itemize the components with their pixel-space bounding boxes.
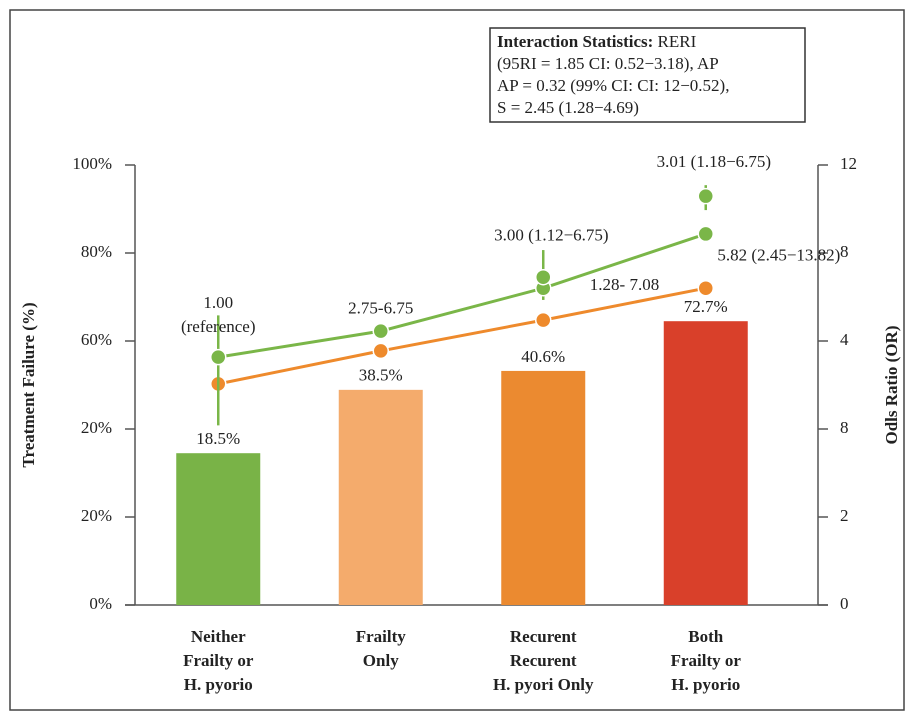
bar-label: 18.5% [196,429,240,448]
annotation: (reference) [181,317,256,336]
y-tick-label: 100% [72,154,112,173]
annotation: 5.82 (2.45−13.82) [717,246,840,265]
series-line [218,232,707,359]
y2-tick-label: 2 [840,506,849,525]
annotation: 3.00 (1.12−6.75) [494,225,608,244]
series-point [210,348,227,366]
x-tick-label: Only [363,651,399,670]
x-tick-label: Recurent [510,651,577,670]
frame [9,9,905,711]
y2-tick-label: 8 [840,242,849,261]
y-tick-label: 80% [81,242,112,261]
x-tick-label: H. pyorio [184,675,253,694]
y-tick-label: 60% [81,330,112,349]
y2-tick-label: 0 [840,594,849,613]
series-point [697,279,714,297]
stats-box [489,27,806,123]
annotation: 3.01 (1.18−6.75) [657,152,771,171]
series-point [697,225,714,243]
bar [501,370,586,605]
series-point [535,311,552,329]
bar-label: 72.7% [684,297,728,316]
series-point [535,268,552,286]
bar [176,453,261,605]
y2-axis-label: Odls Ratio (OR) [882,326,901,445]
series-point [372,342,389,360]
y-axis-label: Treatment Failure (%) [19,302,38,467]
bar [338,389,423,605]
stats-line: (95RI = 1.85 CI: 0.52−3.18), AP [497,54,719,73]
bar-label: 38.5% [359,366,403,385]
bar [663,321,748,605]
y-tick-label: 20% [81,506,112,525]
stats-text: RERI [653,32,696,51]
series-point [372,322,389,340]
x-tick-label: H. pyori Only [493,675,594,694]
x-tick-label: Both [688,627,724,646]
x-tick-label: Neither [191,627,246,646]
annotation: 1.28- 7.08 [590,275,659,294]
series-point [697,187,714,205]
y-tick-label: 20% [81,418,112,437]
y2-tick-label: 4 [840,330,849,349]
x-tick-label: H. pyorio [671,675,740,694]
stats-line: S = 2.45 (1.28−4.69) [497,98,639,117]
annotation: 1.00 [203,293,233,312]
x-tick-label: Recurent [510,627,577,646]
stats-line: AP = 0.32 (99% CI: CI: 12−0.52), [497,76,729,95]
annotation: 2.75-6.75 [348,299,413,318]
stats-line: Interaction Statistics: RERI [497,32,697,51]
series-line [217,286,707,386]
stats-heading: Interaction Statistics: [497,32,653,51]
y-tick-label: 0% [89,594,112,613]
y2-tick-label: 8 [840,418,849,437]
x-tick-label: Frailty or [671,651,742,670]
bar-label: 40.6% [521,347,565,366]
x-tick-label: Frailty [356,627,407,646]
x-tick-label: Frailty or [183,651,254,670]
y2-tick-label: 12 [840,154,857,173]
